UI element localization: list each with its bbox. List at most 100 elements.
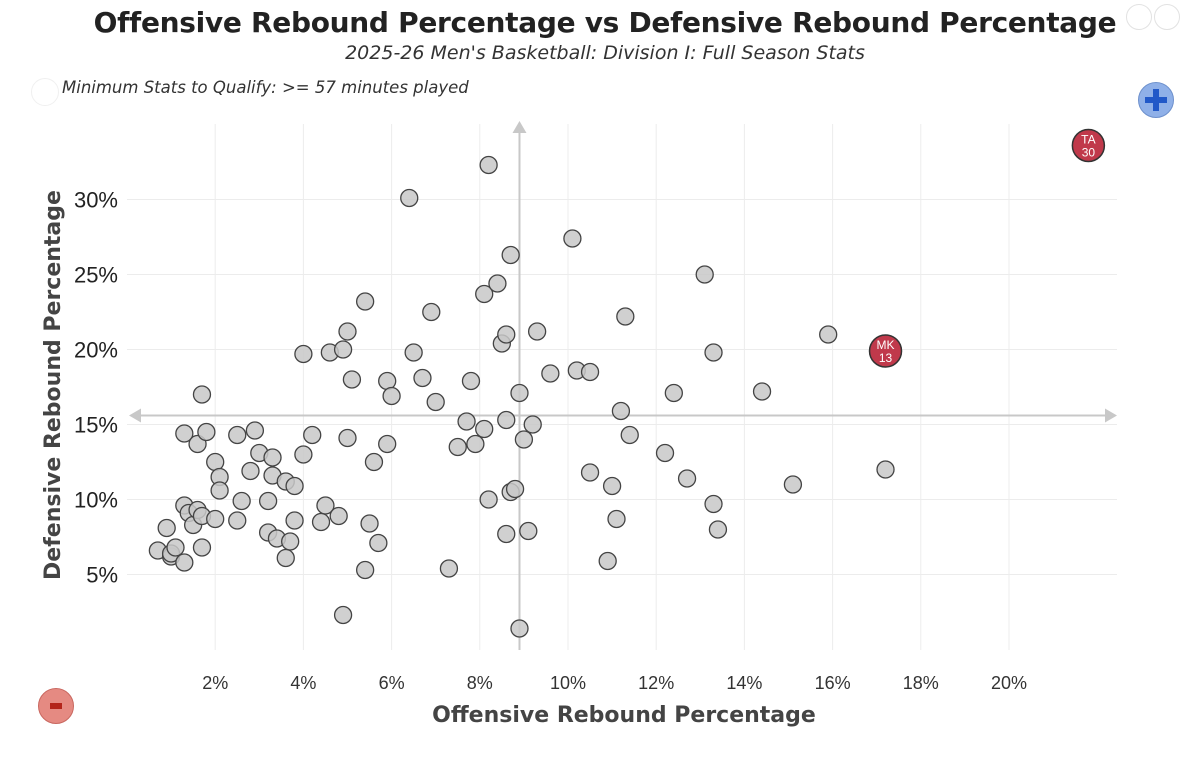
highlight-marker bbox=[1071, 128, 1106, 163]
data-point bbox=[497, 325, 516, 344]
data-point bbox=[457, 412, 476, 431]
y-axis-title: Defensive Rebound Percentage bbox=[41, 190, 66, 580]
data-point bbox=[197, 422, 216, 442]
chart-subtitle: 2025-26 Men's Basketball: Division I: Fu… bbox=[345, 42, 865, 64]
data-point bbox=[580, 463, 600, 482]
data-point bbox=[616, 307, 635, 326]
qualify-toggle[interactable] bbox=[31, 78, 59, 106]
data-point bbox=[426, 392, 445, 412]
data-point bbox=[497, 524, 516, 544]
grid-lines bbox=[127, 124, 1117, 650]
data-point bbox=[311, 512, 331, 532]
data-point bbox=[342, 370, 362, 389]
data-point bbox=[501, 245, 520, 265]
data-point bbox=[166, 538, 185, 557]
data-point bbox=[241, 461, 260, 481]
data-point bbox=[479, 155, 498, 175]
data-point bbox=[206, 452, 225, 472]
data-point bbox=[488, 274, 507, 293]
data-point bbox=[611, 401, 631, 421]
data-point bbox=[598, 551, 617, 571]
data-point bbox=[192, 385, 212, 404]
data-point bbox=[355, 292, 375, 311]
data-point bbox=[210, 481, 229, 500]
x-axis-ticks: 2% 4% 6% 8% 10% 12% 14% 16% 18% 20% bbox=[202, 673, 1027, 693]
zoom-in-button[interactable] bbox=[1138, 82, 1174, 118]
data-point bbox=[704, 494, 723, 514]
data-point bbox=[505, 479, 525, 499]
mean-crosshair bbox=[129, 121, 1117, 650]
highlight-initials: MK bbox=[877, 338, 895, 352]
data-point bbox=[369, 533, 388, 553]
x-tick-label: 16% bbox=[815, 673, 851, 693]
x-tick-label: 2% bbox=[202, 673, 228, 693]
data-point bbox=[285, 511, 304, 530]
data-point bbox=[338, 322, 357, 341]
data-point bbox=[655, 443, 675, 463]
data-point bbox=[523, 415, 542, 434]
chart-title: Offensive Rebound Percentage vs Defensiv… bbox=[93, 6, 1117, 39]
data-point bbox=[413, 368, 432, 388]
x-tick-label: 20% bbox=[991, 673, 1027, 693]
x-tick-label: 12% bbox=[638, 673, 674, 693]
data-point bbox=[510, 619, 529, 638]
data-point bbox=[400, 188, 419, 208]
y-axis-ticks: 5% 10% 15% 20% 25% 30% bbox=[74, 188, 118, 588]
x-tick-label: 10% bbox=[550, 673, 586, 693]
highlight-initials: TA bbox=[1081, 133, 1095, 147]
x-tick-label: 4% bbox=[290, 673, 316, 693]
arrow-left-icon bbox=[129, 408, 141, 423]
data-point bbox=[404, 343, 423, 362]
highlight-marker bbox=[868, 334, 903, 368]
y-tick-label: 10% bbox=[74, 488, 118, 513]
data-point bbox=[355, 560, 375, 580]
data-point bbox=[876, 460, 895, 479]
data-point bbox=[783, 475, 803, 494]
arrow-up-icon bbox=[512, 121, 527, 133]
data-point bbox=[232, 491, 251, 511]
zoom-out-button[interactable] bbox=[38, 688, 74, 724]
qualify-note: Minimum Stats to Qualify: >= 57 minutes … bbox=[62, 78, 469, 97]
data-points bbox=[148, 155, 895, 638]
data-point bbox=[378, 371, 397, 391]
y-tick-label: 20% bbox=[74, 338, 118, 363]
data-point bbox=[448, 437, 467, 457]
data-point bbox=[303, 425, 322, 445]
data-point bbox=[258, 491, 278, 511]
data-point bbox=[294, 445, 313, 464]
data-point bbox=[360, 514, 379, 533]
arrow-right-icon bbox=[1105, 408, 1117, 423]
data-point bbox=[382, 386, 401, 406]
data-point bbox=[695, 265, 714, 284]
data-point bbox=[175, 553, 194, 572]
y-tick-label: 25% bbox=[74, 263, 118, 288]
data-point bbox=[364, 452, 384, 472]
data-point bbox=[333, 605, 353, 625]
highlight-number: 13 bbox=[879, 351, 893, 365]
data-point bbox=[285, 476, 304, 496]
data-point bbox=[704, 343, 723, 362]
data-point bbox=[422, 302, 441, 322]
x-tick-label: 14% bbox=[726, 673, 762, 693]
data-point bbox=[620, 425, 639, 445]
y-tick-label: 5% bbox=[86, 563, 118, 588]
data-point bbox=[677, 469, 697, 488]
highlight-number: 30 bbox=[1082, 146, 1096, 160]
minus-icon bbox=[50, 703, 62, 709]
data-point bbox=[497, 410, 516, 430]
y-tick-label: 30% bbox=[74, 188, 118, 213]
data-point bbox=[333, 340, 353, 359]
data-point bbox=[316, 496, 335, 515]
data-point bbox=[192, 538, 212, 557]
data-point bbox=[206, 509, 225, 529]
data-point bbox=[541, 364, 560, 383]
data-point bbox=[157, 518, 176, 538]
data-point bbox=[439, 559, 459, 578]
y-tick-label: 15% bbox=[74, 413, 118, 438]
data-point bbox=[607, 509, 626, 529]
menu-circle-right[interactable] bbox=[1154, 4, 1180, 30]
data-point bbox=[228, 425, 247, 445]
x-tick-label: 18% bbox=[903, 673, 939, 693]
menu-circle-left[interactable] bbox=[1126, 4, 1152, 30]
